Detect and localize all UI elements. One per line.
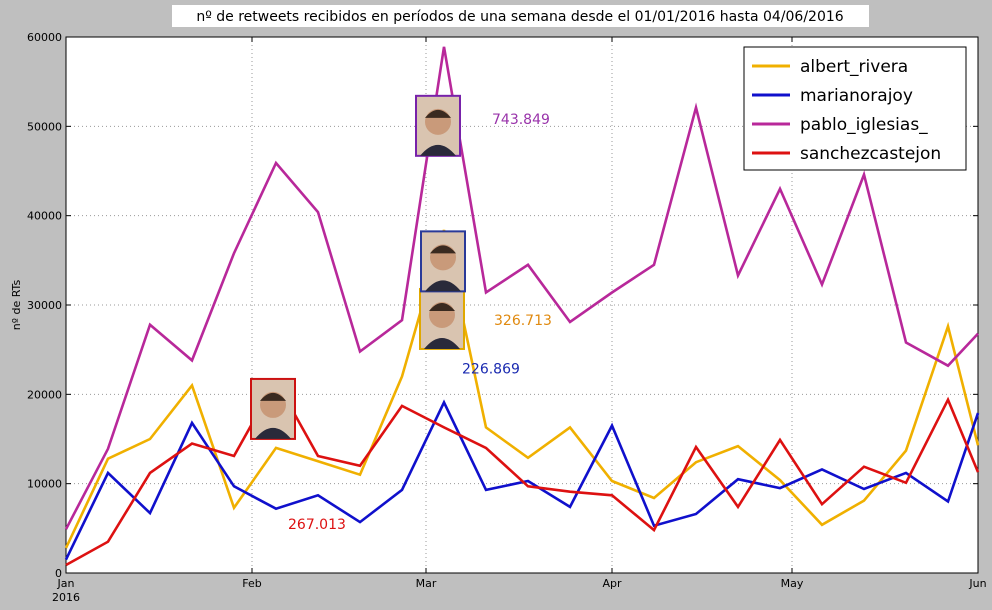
annotation-label-sanchezcastejon: 267.013 (288, 517, 346, 533)
y-axis-ticks: 0 10000 20000 30000 40000 50000 60000 (27, 31, 978, 580)
y-tick-label: 30000 (27, 299, 62, 312)
y-tick-label: 40000 (27, 210, 62, 223)
pedro-sanchez-photo (250, 377, 296, 440)
x-tick-label: Jan (57, 577, 75, 590)
legend-label: pablo_iglesias_ (800, 115, 928, 135)
mariano-rajoy-photo (420, 230, 466, 293)
x-tick-label: Feb (242, 577, 261, 590)
title-background (172, 5, 869, 27)
chart-title: nº de retweets recibidos en períodos de … (196, 9, 843, 25)
y-tick-label: 10000 (27, 478, 62, 491)
albert-rivera-photo (419, 287, 465, 350)
series-line-pablo-iglesias (64, 46, 979, 530)
annotation-label-albert-rivera: 326.713 (494, 313, 552, 329)
annotations: 743.849 326.713 267.013 226.869 (250, 94, 552, 533)
y-tick-label: 60000 (27, 31, 62, 44)
x-tick-label: May (781, 577, 804, 590)
series-lines (64, 46, 980, 567)
annotation-label-marianorajoy: 226.869 (462, 361, 520, 377)
legend-label: marianorajoy (800, 86, 913, 106)
y-tick-label: 20000 (27, 388, 62, 401)
legend-label: albert_rivera (800, 57, 908, 77)
x-tick-label: Apr (602, 577, 622, 590)
series-line-marianorajoy (64, 399, 980, 561)
y-tick-label: 50000 (27, 120, 62, 133)
x-tick-label: Mar (416, 577, 437, 590)
y-axis-label: nº de RTs (10, 280, 23, 331)
x-tick-label: Jun (968, 577, 986, 590)
series-line-sanchezcastejon (65, 378, 980, 567)
annotation-label-pablo-iglesias: 743.849 (492, 112, 550, 128)
legend: albert_rivera marianorajoy pablo_iglesias_… (743, 46, 967, 171)
legend-label: sanchezcastejon (800, 144, 941, 164)
y-tick-label: 0 (55, 567, 62, 580)
pablo-iglesias-photo (415, 94, 461, 157)
x-tick-sublabel: 2016 (52, 591, 80, 604)
